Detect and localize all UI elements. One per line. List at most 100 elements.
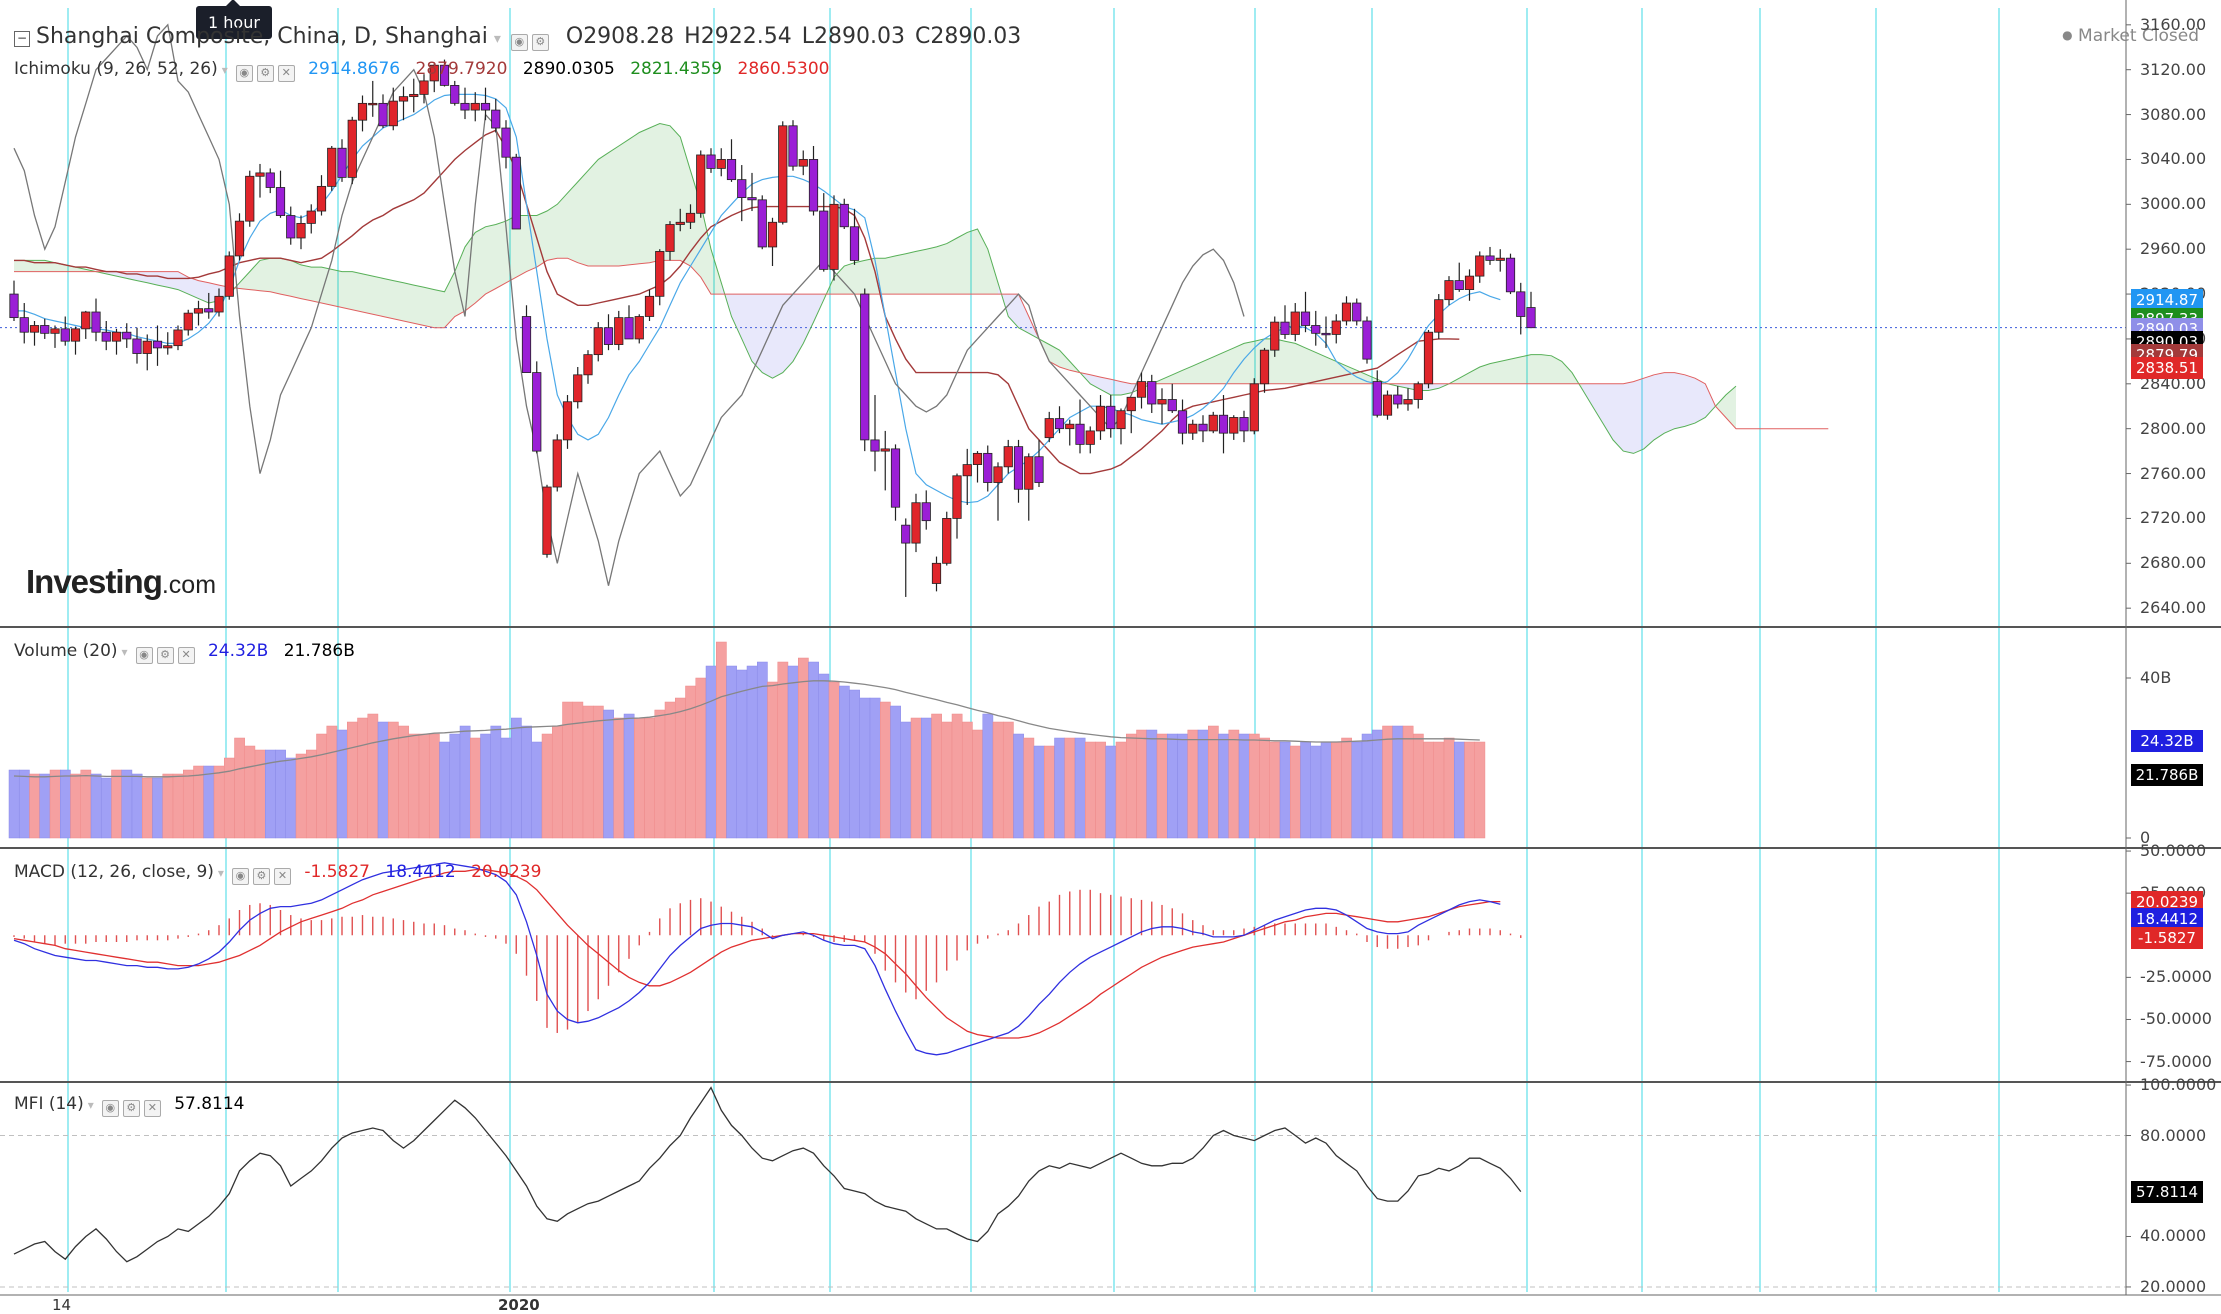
gear-icon[interactable]: ⚙ <box>252 868 270 885</box>
axis-tick-label: 2640.00 <box>2140 598 2207 618</box>
eye-icon[interactable]: ◉ <box>231 868 249 885</box>
volume-ma-line <box>13 680 1480 778</box>
eye-icon[interactable]: ◉ <box>235 65 253 82</box>
volume-bar <box>992 721 1004 839</box>
candle-body <box>1198 423 1208 432</box>
mfi-legend: MFI (14) ▾ ◉ ⚙ ✕ 57.8114 <box>14 1094 245 1117</box>
cloud-segment <box>75 267 86 272</box>
eye-icon[interactable]: ◉ <box>510 34 528 51</box>
candle-body <box>111 331 122 342</box>
cloud-segment <box>711 249 722 295</box>
cloud-segment <box>680 137 691 267</box>
volume-bar <box>203 765 215 839</box>
cloud-segment <box>475 226 486 304</box>
volume-bar <box>8 769 20 839</box>
volume-bar <box>70 773 81 839</box>
cloud-segment <box>1613 383 1624 452</box>
volume-bar <box>982 713 994 839</box>
volume-bar <box>1269 741 1281 839</box>
chevron-down-icon[interactable]: ▾ <box>87 1098 94 1112</box>
candle-body <box>532 372 542 452</box>
candle-body <box>952 475 962 519</box>
eye-icon[interactable]: ◉ <box>101 1100 119 1117</box>
volume-bar <box>142 777 153 839</box>
cloud-segment <box>178 271 189 295</box>
close-icon[interactable]: ✕ <box>273 868 291 885</box>
volume-bar <box>347 721 358 839</box>
candle-body <box>1423 331 1434 385</box>
candle-body <box>1065 423 1075 430</box>
volume-bar <box>818 673 830 839</box>
volume-bar <box>19 769 30 839</box>
candlestick-series <box>9 59 1536 597</box>
volume-bar <box>316 733 327 839</box>
cloud-segment <box>1121 381 1132 396</box>
gear-icon[interactable]: ⚙ <box>156 647 174 664</box>
volume-bar <box>1013 733 1024 839</box>
volume-bar <box>60 769 71 839</box>
volume-bar <box>275 749 286 839</box>
ichimoku-label[interactable]: Ichimoku (9, 26, 52, 26) <box>14 59 218 79</box>
ichimoku-lines <box>13 23 1501 586</box>
volume-bar <box>1310 745 1322 839</box>
macd-label[interactable]: MACD (12, 26, close, 9) <box>14 862 214 882</box>
cloud-segment <box>608 145 619 267</box>
volume-bar <box>521 725 532 839</box>
mfi-label[interactable]: MFI (14) <box>14 1094 84 1114</box>
cloud-segment <box>454 246 465 317</box>
volume-bar <box>1402 725 1414 839</box>
gear-icon[interactable]: ⚙ <box>122 1100 140 1117</box>
close-icon[interactable]: ✕ <box>143 1100 161 1117</box>
cloud-segment <box>1315 352 1326 384</box>
volume-bar <box>1351 741 1363 839</box>
volume-bar <box>931 713 942 839</box>
candle-body <box>398 96 409 102</box>
eye-icon[interactable]: ◉ <box>135 647 153 664</box>
collapse-icon[interactable]: − <box>14 31 30 47</box>
candle-body <box>1311 325 1321 334</box>
volume-bar <box>1433 741 1445 839</box>
volume-bar <box>1167 733 1178 839</box>
symbol-title[interactable]: Shanghai Composite, China, D, Shanghai <box>36 24 488 49</box>
cloud-segment <box>249 260 260 291</box>
value-tag: 2914.87 <box>2131 288 2203 311</box>
volume-bar <box>675 697 686 839</box>
axis-tick-label: 0 <box>2140 828 2151 847</box>
cloud-segment <box>321 267 332 306</box>
cloud-segment <box>516 215 527 278</box>
chevron-down-icon[interactable]: ▾ <box>121 645 128 659</box>
tenkan-value: 2914.8676 <box>308 59 401 79</box>
volume-bar <box>880 701 891 839</box>
time-axis-label: 14 <box>52 1296 72 1314</box>
volume-bar <box>910 717 922 839</box>
volume-bar <box>131 773 143 839</box>
volume-bar <box>357 717 368 839</box>
ohlc-key: L <box>801 24 814 49</box>
candle-body <box>1095 405 1106 432</box>
gear-icon[interactable]: ⚙ <box>531 34 549 51</box>
candle-body <box>1106 405 1116 430</box>
tenkan-line <box>14 93 1501 504</box>
investing-logo: Investing.com <box>26 563 216 601</box>
cloud-segment <box>1018 294 1029 334</box>
close-icon[interactable]: ✕ <box>277 65 295 82</box>
gear-icon[interactable]: ⚙ <box>256 65 274 82</box>
candle-body <box>993 466 1003 483</box>
candle-body <box>870 439 880 452</box>
cloud-segment <box>946 237 957 295</box>
chevron-down-icon[interactable]: ▾ <box>217 866 224 880</box>
candle-body <box>1054 418 1065 430</box>
volume-bar <box>1443 737 1455 839</box>
close-icon[interactable]: ✕ <box>177 647 195 664</box>
volume-bar <box>1126 733 1137 839</box>
cloud-segment <box>598 152 609 267</box>
candle-body <box>1352 302 1362 322</box>
volume-bar <box>511 717 522 839</box>
chevron-down-icon[interactable]: ▾ <box>493 31 501 47</box>
volume-bar <box>562 701 573 839</box>
volume-label[interactable]: Volume (20) <box>14 641 118 661</box>
cloud-segment <box>639 128 650 264</box>
candle-body <box>757 199 767 248</box>
chevron-down-icon[interactable]: ▾ <box>221 63 228 77</box>
